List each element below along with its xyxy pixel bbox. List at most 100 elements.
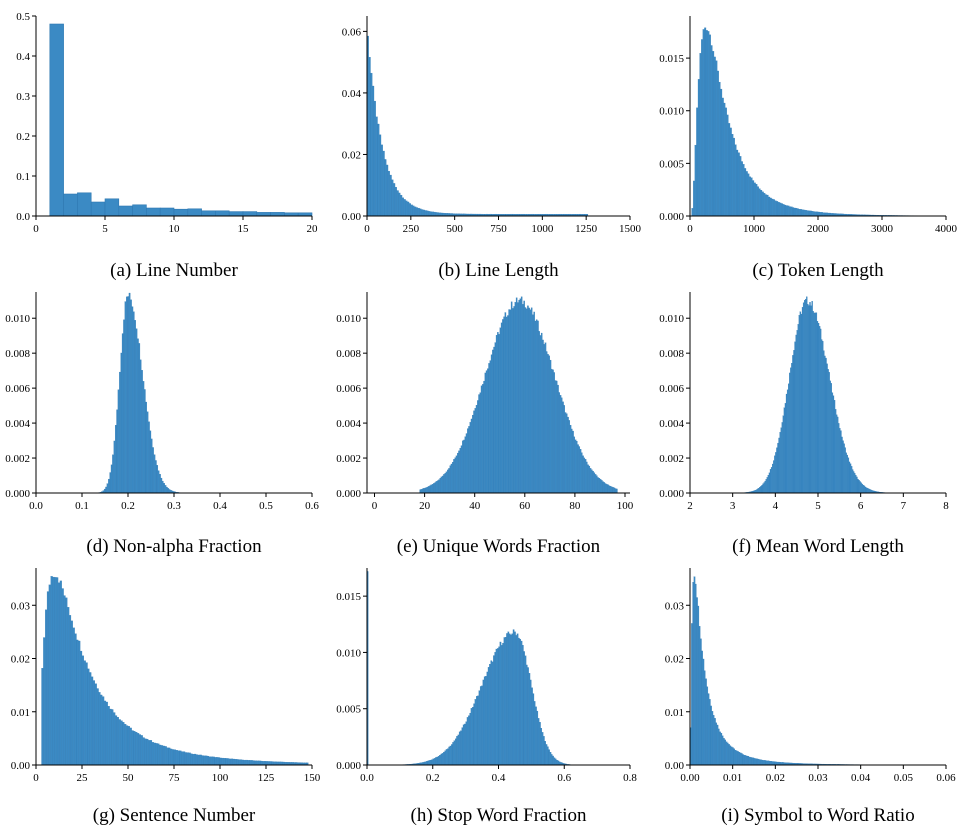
bar-c-54: [776, 201, 779, 217]
bar-i-51: [755, 758, 757, 766]
bar-h-54: [437, 756, 440, 766]
bar-g-93: [212, 756, 215, 766]
bar-e-128: [579, 449, 582, 494]
bar-h-120: [524, 655, 527, 766]
bar-d-19: [108, 478, 110, 494]
bar-i-48: [751, 757, 753, 766]
bar-b-1: [368, 57, 371, 217]
bar-b-39: [435, 212, 438, 217]
bar-e-57: [490, 354, 493, 494]
bar-f-66: [811, 300, 813, 494]
y-tick-label-d-1: 0.002: [5, 453, 30, 465]
bar-g-8: [56, 577, 59, 766]
bar-i-63: [770, 761, 773, 766]
bar-g-97: [219, 757, 222, 766]
bar-b-19: [400, 194, 403, 217]
bar-d-29: [121, 333, 124, 494]
bar-e-34: [462, 440, 464, 494]
x-tick-label-i-3: 0.03: [808, 772, 828, 784]
y-tick-label-c-0: 0.000: [659, 211, 684, 223]
bar-h-106: [506, 633, 508, 766]
bar-i-50: [753, 758, 756, 766]
bars-g: [41, 576, 309, 766]
bar-c-1: [691, 208, 694, 217]
x-tick-label-c-0: 0: [687, 223, 693, 235]
bar-c-25: [729, 127, 732, 217]
bar-c-20: [721, 97, 724, 217]
bar-i-15: [709, 699, 711, 766]
bar-g-16: [70, 620, 73, 766]
y-tick-label-i-3: 0.03: [665, 600, 685, 612]
bar-e-32: [459, 448, 462, 494]
bar-i-43: [744, 755, 747, 766]
bar-h-92: [487, 667, 490, 766]
bar-g-106: [236, 759, 239, 766]
bar-e-43: [473, 410, 475, 494]
bar-e-63: [498, 334, 500, 494]
bar-e-31: [458, 450, 460, 494]
bar-e-7: [428, 486, 430, 494]
x-tick-label-d-4: 0.4: [213, 500, 227, 512]
bar-d-52: [153, 454, 156, 494]
bar-g-110: [243, 759, 246, 766]
bar-g-126: [273, 761, 276, 766]
bar-h-134: [543, 736, 545, 766]
bar-f-26: [768, 472, 771, 494]
bar-i-44: [746, 755, 748, 766]
y-tick-label-d-5: 0.010: [5, 313, 30, 325]
x-tick-label-b-1: 250: [403, 223, 420, 235]
bar-f-31: [774, 455, 776, 494]
bar-f-56: [800, 313, 803, 494]
bar-c-32: [741, 161, 743, 217]
bar-i-5: [696, 597, 698, 766]
bar-d-27: [119, 371, 121, 494]
bar-e-50: [482, 384, 484, 494]
bar-c-41: [755, 183, 758, 217]
bar-e-30: [457, 452, 459, 494]
bar-b-10: [384, 159, 387, 217]
bar-g-62: [155, 743, 158, 766]
bar-f-82: [828, 372, 830, 494]
bar-g-53: [138, 734, 142, 766]
bar-f-90: [837, 416, 839, 494]
bar-d-39: [135, 328, 138, 494]
bar-c-73: [806, 210, 809, 217]
bar-c-72: [805, 210, 807, 217]
bar-c-55: [777, 202, 780, 217]
y-tick-label-g-0: 0.00: [11, 760, 31, 772]
y-tick-label-f-0: 0.000: [659, 488, 684, 500]
bar-f-120: [869, 489, 871, 494]
bar-i-3: [693, 576, 696, 766]
bar-g-49: [131, 730, 134, 766]
bar-c-56: [779, 202, 782, 217]
bar-f-71: [816, 321, 819, 494]
bar-c-12: [709, 34, 711, 217]
bar-d-49: [149, 430, 152, 494]
bar-g-100: [225, 758, 228, 766]
bar-e-67: [503, 316, 505, 494]
bar-e-54: [487, 368, 489, 494]
y-tick-label-b-3: 0.06: [342, 26, 362, 38]
bar-h-130: [537, 718, 540, 766]
x-tick-label-i-1: 0.01: [723, 772, 742, 784]
bar-h-72: [461, 727, 464, 766]
bar-c-23: [726, 114, 729, 217]
x-tick-label-h-4: 0.8: [623, 772, 637, 784]
bar-c-57: [781, 203, 783, 217]
bar-h-48: [429, 759, 432, 766]
bar-h-140: [550, 754, 553, 766]
bar-e-133: [586, 461, 588, 494]
subplot-c: 0 1000 2000 3000 4000 0.000 0.005 0.010 0.015 (c)…: [659, 16, 958, 281]
bar-f-100: [847, 457, 850, 494]
x-tick-label-f-5: 7: [901, 500, 907, 512]
bar-g-9: [57, 582, 61, 766]
bar-g-35: [105, 701, 108, 766]
bar-f-50: [794, 341, 796, 494]
bar-h-53: [436, 756, 439, 766]
bar-c-65: [793, 207, 796, 217]
bar-c-58: [782, 204, 785, 217]
bar-d-56: [159, 474, 161, 494]
bar-c-67: [797, 208, 799, 217]
bar-e-79: [518, 299, 520, 494]
bar-g-66: [162, 745, 165, 766]
